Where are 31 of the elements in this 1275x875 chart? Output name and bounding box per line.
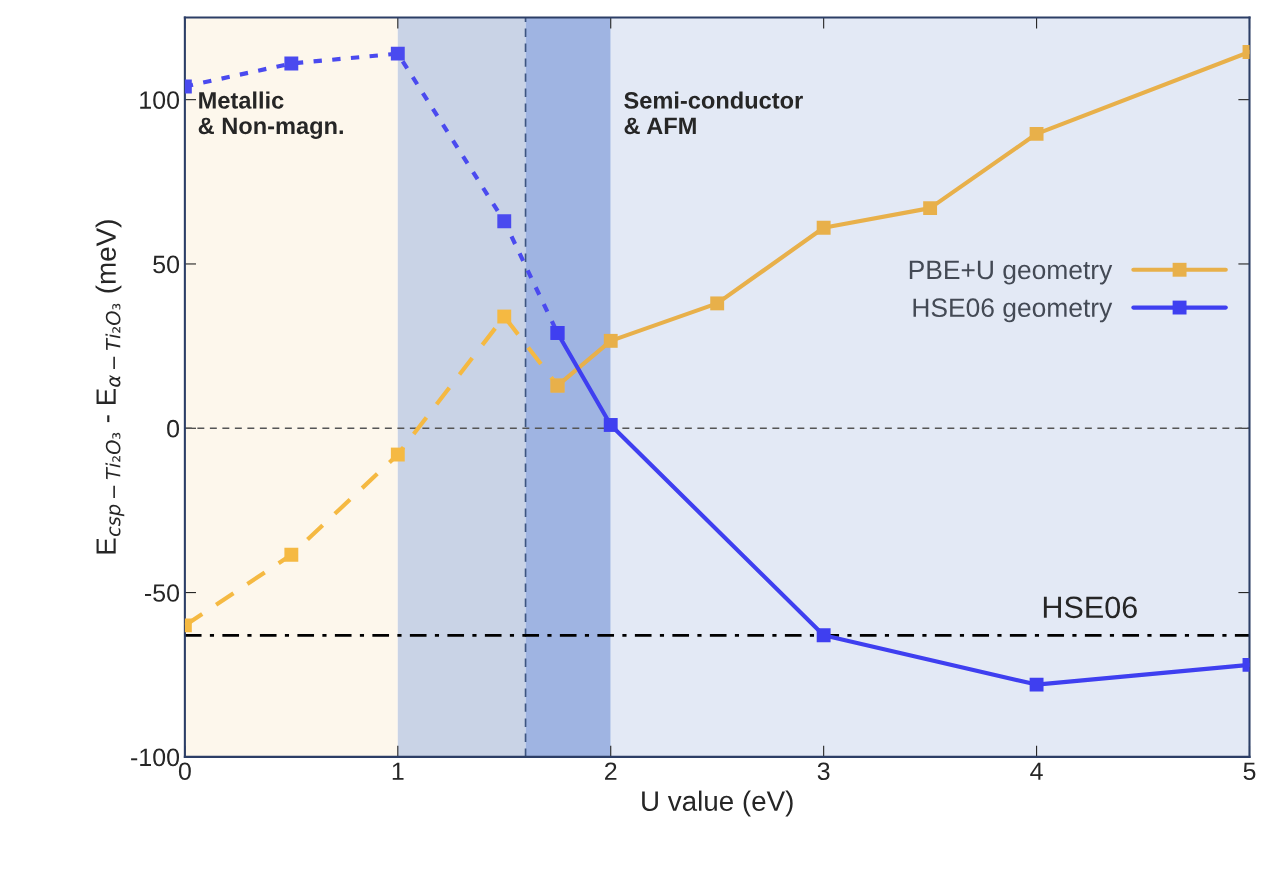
band-label: Semi-conductor & AFM <box>624 91 803 135</box>
point <box>390 46 405 61</box>
point <box>497 214 512 229</box>
point <box>284 547 299 562</box>
point <box>1029 126 1044 141</box>
x-tick-label: 2 <box>605 762 617 780</box>
x-tick-label: 5 <box>1243 762 1256 781</box>
point <box>603 418 618 432</box>
point <box>816 220 831 235</box>
y-tick-label: -50 <box>144 584 180 602</box>
y-axis-title: E$_{csp−Ti₂O₃}$ - E$_{α−Ti₂O₃}$ (meV) <box>95 220 125 554</box>
point <box>816 628 831 643</box>
point <box>497 309 512 324</box>
legend-label: PBE+U geometry <box>909 260 1113 285</box>
y-tick-label: -100 <box>131 748 180 767</box>
ref-line-label: HSE06 <box>1043 596 1137 619</box>
point <box>923 201 938 216</box>
y-tick-label: 0 <box>167 419 180 438</box>
x-tick-label: 4 <box>1030 762 1043 780</box>
y-tick-label: 50 <box>153 255 180 274</box>
x-tick-label: 1 <box>392 762 404 780</box>
point <box>284 56 299 71</box>
x-axis-title: U value (eV) <box>642 790 793 817</box>
point <box>1029 677 1044 692</box>
y-tick-label: 100 <box>140 91 180 109</box>
point <box>710 296 725 311</box>
point <box>390 447 405 462</box>
point <box>603 333 618 348</box>
band-label: Metallic & Non-magn. <box>198 91 343 139</box>
x-tick-label: 3 <box>817 762 830 781</box>
legend-label: HSE06 geometry <box>913 298 1113 323</box>
